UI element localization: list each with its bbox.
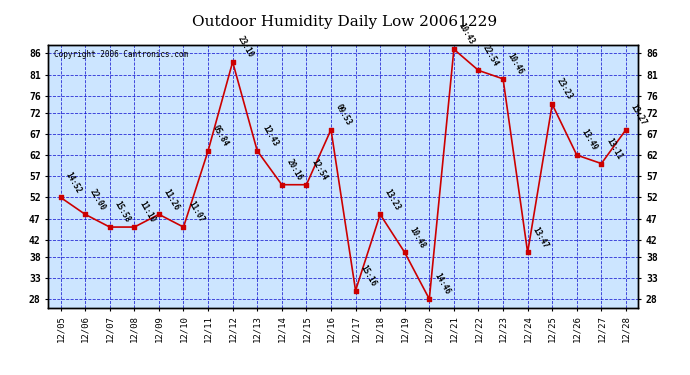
Text: 14:52: 14:52 bbox=[63, 170, 83, 195]
Text: 11:07: 11:07 bbox=[186, 200, 206, 224]
Text: 11:10: 11:10 bbox=[137, 200, 157, 224]
Point bbox=[104, 224, 115, 230]
Text: 13:47: 13:47 bbox=[531, 225, 550, 250]
Point bbox=[178, 224, 189, 230]
Text: 11:26: 11:26 bbox=[161, 187, 181, 211]
Point bbox=[301, 182, 312, 188]
Point bbox=[448, 46, 460, 52]
Text: 10:48: 10:48 bbox=[408, 225, 427, 250]
Text: 15:16: 15:16 bbox=[358, 263, 377, 288]
Text: Outdoor Humidity Daily Low 20061229: Outdoor Humidity Daily Low 20061229 bbox=[193, 15, 497, 29]
Text: 13:49: 13:49 bbox=[580, 128, 599, 152]
Point bbox=[79, 211, 90, 217]
Point bbox=[55, 194, 66, 200]
Point bbox=[571, 152, 582, 158]
Point bbox=[620, 127, 631, 133]
Text: 20:16: 20:16 bbox=[284, 158, 304, 182]
Text: 10:43: 10:43 bbox=[457, 22, 476, 46]
Text: 22:54: 22:54 bbox=[481, 43, 501, 68]
Point bbox=[252, 148, 263, 154]
Text: Copyright 2006 Cantronics.com: Copyright 2006 Cantronics.com bbox=[55, 50, 188, 59]
Point bbox=[546, 101, 558, 107]
Text: 13:23: 13:23 bbox=[383, 187, 402, 211]
Text: 23:23: 23:23 bbox=[555, 77, 574, 102]
Point bbox=[400, 249, 411, 255]
Text: 14:46: 14:46 bbox=[432, 272, 451, 296]
Text: 13:27: 13:27 bbox=[629, 102, 648, 127]
Point bbox=[326, 127, 337, 133]
Text: 12:54: 12:54 bbox=[309, 158, 328, 182]
Text: 12:43: 12:43 bbox=[260, 123, 279, 148]
Text: 13:11: 13:11 bbox=[604, 136, 624, 161]
Text: 15:58: 15:58 bbox=[112, 200, 132, 224]
Point bbox=[350, 288, 361, 294]
Point bbox=[227, 59, 238, 65]
Point bbox=[424, 296, 435, 302]
Text: 09:53: 09:53 bbox=[334, 102, 353, 127]
Text: 10:46: 10:46 bbox=[506, 52, 525, 76]
Point bbox=[473, 68, 484, 74]
Text: 05:84: 05:84 bbox=[211, 123, 230, 148]
Point bbox=[522, 249, 533, 255]
Text: 23:10: 23:10 bbox=[235, 34, 255, 59]
Point bbox=[276, 182, 287, 188]
Point bbox=[497, 76, 509, 82]
Point bbox=[203, 148, 214, 154]
Text: 22:00: 22:00 bbox=[88, 187, 108, 211]
Point bbox=[153, 211, 164, 217]
Point bbox=[375, 211, 386, 217]
Point bbox=[596, 160, 607, 166]
Point bbox=[129, 224, 140, 230]
